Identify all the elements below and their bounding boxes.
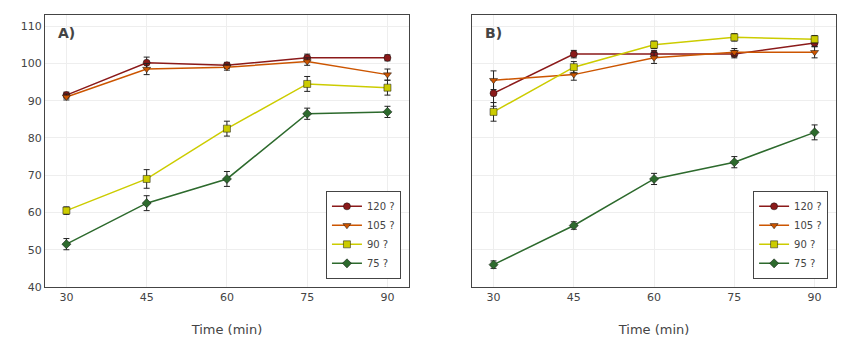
svg-text:70: 70 xyxy=(28,169,42,182)
svg-text:90: 90 xyxy=(380,291,394,304)
svg-text:Time (min): Time (min) xyxy=(618,322,690,337)
svg-text:100: 100 xyxy=(21,57,42,70)
svg-text:45: 45 xyxy=(140,291,154,304)
svg-text:60: 60 xyxy=(220,291,234,304)
svg-text:120 ?: 120 ? xyxy=(794,201,822,212)
svg-text:110: 110 xyxy=(21,20,42,33)
svg-text:45: 45 xyxy=(567,291,581,304)
svg-text:80: 80 xyxy=(28,132,42,145)
svg-text:90 ?: 90 ? xyxy=(794,239,815,250)
svg-text:75 ?: 75 ? xyxy=(367,258,388,269)
svg-text:Time (min): Time (min) xyxy=(191,322,263,337)
svg-text:B): B) xyxy=(485,25,502,41)
svg-text:75: 75 xyxy=(727,291,741,304)
svg-text:50: 50 xyxy=(28,244,42,257)
svg-text:75: 75 xyxy=(300,291,314,304)
svg-text:105 ?: 105 ? xyxy=(794,220,822,231)
svg-text:60: 60 xyxy=(647,291,661,304)
svg-text:75 ?: 75 ? xyxy=(794,258,815,269)
svg-text:30: 30 xyxy=(59,291,73,304)
svg-text:40: 40 xyxy=(28,281,42,294)
svg-text:105 ?: 105 ? xyxy=(367,220,395,231)
svg-text:60: 60 xyxy=(28,206,42,219)
svg-text:90: 90 xyxy=(28,95,42,108)
svg-text:30: 30 xyxy=(487,291,501,304)
svg-text:90: 90 xyxy=(808,291,822,304)
svg-text:120 ?: 120 ? xyxy=(367,201,395,212)
svg-text:A): A) xyxy=(58,25,75,41)
svg-text:90 ?: 90 ? xyxy=(367,239,388,250)
